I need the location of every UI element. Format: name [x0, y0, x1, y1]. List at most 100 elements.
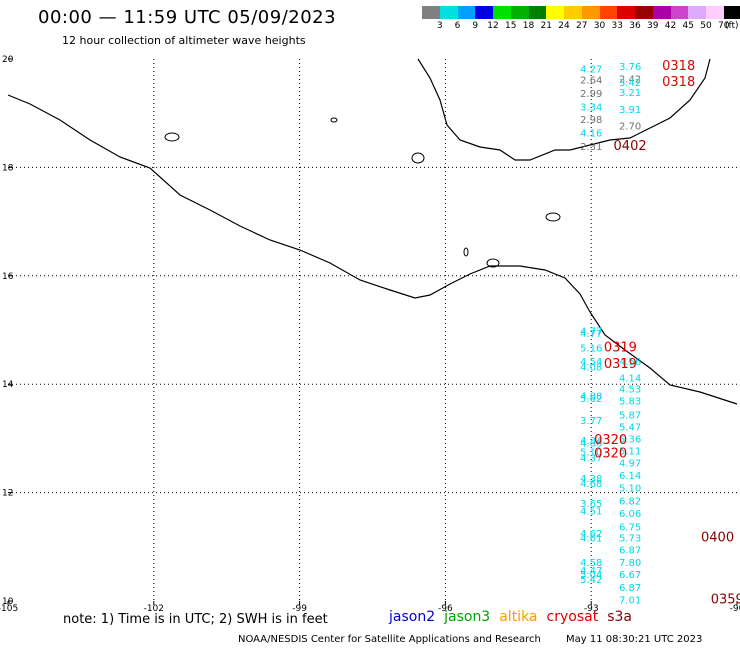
wave-height-value: 6.87 — [619, 583, 641, 594]
legend-altika: altika — [499, 609, 538, 625]
satellite-legend: jason2 jason3 altika cryosat s3a — [389, 609, 641, 625]
color-scale-label: 45 — [682, 21, 694, 31]
color-swatch — [688, 6, 706, 19]
wave-height-value: 4.08 — [580, 363, 602, 374]
island-outline — [330, 117, 338, 123]
lat-tick-label: 14 — [2, 380, 14, 390]
color-scale-label: 39 — [647, 21, 659, 31]
wave-height-value: 6.67 — [619, 570, 641, 581]
color-scale-label: 21 — [540, 21, 552, 31]
lat-tick-label: 16 — [2, 272, 14, 282]
color-scale-label: 27 — [576, 21, 588, 31]
map-subtitle: 12 hour collection of altimeter wave hei… — [62, 34, 306, 47]
color-swatch — [528, 6, 547, 19]
color-scale-label: 36 — [629, 21, 641, 31]
color-swatch — [635, 6, 653, 19]
color-swatch — [670, 6, 689, 19]
wave-height-value: 4.53 — [619, 384, 641, 395]
color-scale-label: 24 — [558, 21, 570, 31]
pacific-coastline — [7, 94, 738, 405]
wave-height-value: 5.16 — [580, 344, 602, 355]
wave-height-value: 4.54 — [580, 357, 602, 368]
wave-height-value: 3.34 — [580, 102, 602, 113]
gulf-coastline — [417, 58, 711, 161]
wave-height-value: 6.82 — [619, 497, 641, 508]
wave-height-value: 2.42 — [619, 74, 641, 85]
wave-height-value: 6.75 — [619, 523, 641, 534]
color-scale-label: 50 — [700, 21, 712, 31]
color-scale-labels: 3 6 9 12 15 18 21 24 27 30 33 36 39 42 45 50 70 — [422, 21, 740, 33]
island-outline — [463, 247, 469, 257]
lat-tick-label: 12 — [2, 489, 13, 499]
lon-tick-label: -105 — [0, 604, 18, 614]
pass-time-label: 0320 — [594, 433, 627, 448]
wave-height-value: 4.66 — [580, 439, 602, 450]
color-scale-label: 30 — [593, 21, 606, 31]
map-title: 00:00 — 11:59 UTC 05/09/2023 — [38, 7, 337, 28]
wave-height-value: 4.16 — [580, 129, 602, 140]
pass-time-label: 0402 — [614, 139, 647, 154]
wave-height-value: 5.62 — [580, 394, 602, 405]
color-swatch — [510, 6, 529, 19]
wave-height-value: 6.87 — [619, 545, 641, 556]
lon-tick-label: -99 — [292, 604, 307, 614]
wave-height-value: 2.64 — [580, 75, 602, 86]
wave-height-value: 2.70 — [619, 121, 641, 132]
footer-timestamp: May 11 08:30:21 UTC 2023 — [566, 634, 703, 645]
pass-time-label: 0318 — [662, 59, 695, 74]
legend-s3a: s3a — [607, 609, 632, 625]
lat-tick-label: 10 — [2, 597, 14, 607]
wave-height-value: 2.31 — [580, 142, 602, 153]
units-note: note: 1) Time is in UTC; 2) SWH is in fe… — [63, 612, 328, 627]
color-scale-label: 9 — [472, 21, 479, 31]
lon-tick-label: -90 — [730, 604, 740, 614]
wave-height-value: 4.51 — [580, 506, 602, 517]
footer-org: NOAA/NESDIS Center for Satellite Applica… — [238, 634, 541, 645]
wave-height-value: 4.56 — [619, 357, 641, 368]
wave-height-value: 7.80 — [619, 558, 641, 569]
color-swatch — [617, 6, 635, 19]
color-scale-label: 18 — [522, 21, 535, 31]
wave-height-value: 5.11 — [619, 447, 641, 458]
wave-height-value: 4.47 — [580, 566, 602, 577]
legend-cryosat: cryosat — [546, 609, 599, 625]
wave-height-value: 3.42 — [619, 78, 641, 89]
color-scale-label: 6 — [454, 21, 461, 31]
color-scale-label: 42 — [664, 21, 677, 31]
wave-height-value: 6.14 — [619, 471, 641, 482]
color-swatch — [457, 6, 476, 19]
wave-height-value: 4.38 — [580, 474, 602, 485]
wave-height-value: 3.91 — [619, 105, 641, 116]
wave-height-value: 5.42 — [580, 575, 602, 586]
wave-height-value: 4.34 — [580, 436, 602, 447]
lon-tick-label: -96 — [438, 604, 453, 614]
wave-height-value: 4.14 — [619, 373, 641, 384]
wave-height-value: 4.37 — [580, 454, 602, 465]
wave-height-value: 5.83 — [619, 396, 641, 407]
axis-ticks: -105 -102 -99 -96 -93 -90 10 12 14 16 18 20 — [0, 55, 740, 614]
wave-height-value: 5.87 — [619, 410, 641, 421]
legend-jason3: jason3 — [444, 609, 491, 625]
pass-time-label: 0319 — [604, 341, 637, 356]
wave-height-value: 5.10 — [580, 448, 602, 459]
wave-height-value: 2.99 — [580, 89, 602, 100]
color-swatch — [723, 6, 740, 19]
lon-tick-label: -102 — [144, 604, 164, 614]
color-swatch — [546, 6, 564, 19]
observations-layer: 4.27 3.76 2.64 2.423.42 2.99 3.21 3.34 3.91 2.98… — [580, 62, 641, 607]
color-scale-label: 33 — [611, 21, 623, 31]
footer: NOAA/NESDIS Center for Satellite Applica… — [238, 634, 724, 645]
color-scale: 3 6 9 12 15 18 21 24 27 30 33 36 39 42 45 50 70 (ft) — [422, 6, 740, 31]
pass-time-label: 0359 — [711, 593, 740, 608]
wave-height-value: 4.61 — [580, 533, 602, 544]
pass-time-label: 0320 — [594, 446, 627, 461]
wave-height-value: 5.73 — [619, 533, 641, 544]
wave-height-value: 5.36 — [619, 435, 641, 446]
lat-tick-label: 18 — [2, 163, 14, 173]
wave-height-value: 4.58 — [580, 558, 602, 569]
island-outline — [486, 258, 500, 268]
color-swatch — [599, 6, 618, 19]
island-outline — [545, 212, 561, 222]
wave-height-value: 3.65 — [580, 499, 602, 510]
